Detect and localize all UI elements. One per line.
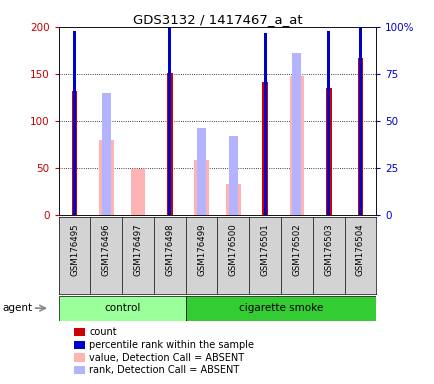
Bar [99,140,113,215]
Text: cigarette smoke: cigarette smoke [238,303,322,313]
Bar [263,33,266,215]
Text: GSM176502: GSM176502 [292,223,301,276]
Bar [131,169,145,215]
Text: agent: agent [2,303,32,313]
Bar [325,88,331,215]
Bar [73,31,76,215]
Text: control: control [104,303,140,313]
Text: GSM176500: GSM176500 [228,223,237,276]
Bar [167,73,172,215]
Bar [262,83,267,215]
Text: GSM176498: GSM176498 [165,223,174,276]
Bar [168,25,171,215]
Bar [358,8,361,215]
Text: GSM176503: GSM176503 [323,223,332,276]
Bar [72,91,77,215]
Text: GSM176504: GSM176504 [355,223,364,276]
Text: percentile rank within the sample: percentile rank within the sample [89,340,253,350]
Bar [326,31,329,215]
Bar [102,93,111,215]
Bar [59,296,185,321]
Bar [185,296,375,321]
Text: GSM176497: GSM176497 [133,223,142,276]
Text: value, Detection Call = ABSENT: value, Detection Call = ABSENT [89,353,244,362]
Text: GSM176501: GSM176501 [260,223,269,276]
Bar [357,58,362,215]
Text: rank, Detection Call = ABSENT: rank, Detection Call = ABSENT [89,365,239,375]
Text: count: count [89,327,117,337]
Title: GDS3132 / 1417467_a_at: GDS3132 / 1417467_a_at [132,13,302,26]
Text: GSM176496: GSM176496 [102,223,111,276]
Bar [226,184,240,215]
Bar [292,53,301,215]
Text: GSM176499: GSM176499 [197,223,206,276]
Bar [194,159,208,215]
Text: GSM176495: GSM176495 [70,223,79,276]
Bar [289,76,303,215]
Bar [228,136,237,215]
Bar [197,129,206,215]
